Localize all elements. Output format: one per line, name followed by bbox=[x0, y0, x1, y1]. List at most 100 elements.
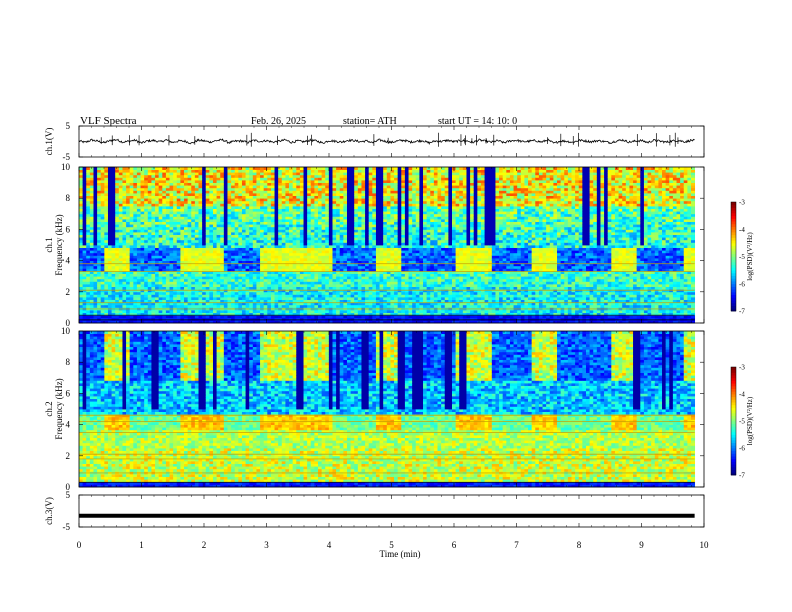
spectrogram-cell bbox=[307, 211, 311, 214]
spectrogram-cell bbox=[159, 214, 163, 217]
spectrogram-cell bbox=[162, 222, 166, 225]
spectrogram-cell bbox=[213, 170, 217, 173]
spectrogram-cell bbox=[329, 266, 333, 269]
spectrogram-cell bbox=[97, 177, 101, 180]
spectrogram-cell bbox=[133, 229, 137, 232]
spectrogram-cell bbox=[304, 201, 308, 204]
spectrogram-cell bbox=[249, 177, 253, 180]
spectrogram-cell bbox=[271, 242, 275, 245]
spectrogram-cell bbox=[155, 185, 159, 188]
spectrogram-cell bbox=[133, 222, 137, 225]
spectrogram-cell bbox=[122, 222, 126, 225]
spectrogram-cell bbox=[307, 245, 311, 248]
spectrogram-cell bbox=[365, 276, 369, 279]
spectrogram-cell bbox=[354, 261, 358, 264]
spectrogram-cell bbox=[296, 211, 300, 214]
spectrogram-cell bbox=[285, 287, 289, 290]
spectrogram-cell bbox=[347, 250, 351, 253]
spectrogram-cells bbox=[79, 167, 695, 323]
spectrogram-cell bbox=[231, 201, 235, 204]
spectrogram-cell bbox=[296, 167, 300, 170]
spectrogram-cell bbox=[238, 216, 242, 219]
spectrogram-cell bbox=[351, 310, 355, 313]
spectrogram-cell bbox=[285, 203, 289, 206]
spectrogram-cell bbox=[97, 253, 101, 256]
spectrogram-cell bbox=[296, 297, 300, 300]
spectrogram-cell bbox=[137, 183, 141, 186]
spectrogram-cell bbox=[112, 248, 116, 251]
spectrogram-cell bbox=[180, 190, 184, 193]
spectrogram-cell bbox=[93, 274, 97, 277]
spectrogram-cell bbox=[155, 237, 159, 240]
spectrogram-cell bbox=[217, 196, 221, 199]
spectrogram-cell bbox=[246, 255, 250, 258]
spectrogram-cell bbox=[115, 276, 119, 279]
spectrogram-cell bbox=[133, 255, 137, 258]
spectrogram-cell bbox=[170, 203, 174, 206]
spectrogram-cell bbox=[199, 287, 203, 290]
spectrogram-cell bbox=[347, 281, 351, 284]
spectrogram-cell bbox=[336, 310, 340, 313]
spectrogram-cell bbox=[180, 198, 184, 201]
spectrogram-cell bbox=[162, 193, 166, 196]
spectrogram-cell bbox=[126, 219, 130, 222]
spectrogram-cell bbox=[151, 289, 155, 292]
spectrogram-cell bbox=[213, 229, 217, 232]
spectrogram-cell bbox=[213, 266, 217, 269]
spectrogram-cell bbox=[90, 258, 94, 261]
spectrogram-cell bbox=[148, 297, 152, 300]
spectrogram-cell bbox=[293, 198, 297, 201]
spectrogram-cell bbox=[318, 300, 322, 303]
spectrogram-cell bbox=[191, 190, 195, 193]
spectrogram-cell bbox=[235, 297, 239, 300]
spectrogram-cell bbox=[293, 214, 297, 217]
spectrogram-cell bbox=[115, 167, 119, 170]
spectrogram-cell bbox=[170, 242, 174, 245]
spectrogram-cell bbox=[112, 266, 116, 269]
spectrogram-cell bbox=[101, 177, 105, 180]
spectrogram-cell bbox=[289, 258, 293, 261]
spectrogram-cell bbox=[358, 214, 362, 217]
spectrogram-cell bbox=[133, 253, 137, 256]
spectrogram-cell bbox=[314, 227, 318, 230]
spectrogram-cell bbox=[104, 258, 108, 261]
spectrogram-cell bbox=[101, 245, 105, 248]
spectrogram-cell bbox=[260, 245, 264, 248]
spectrogram-cell bbox=[300, 219, 304, 222]
spectrogram-cell bbox=[238, 310, 242, 313]
spectrogram-cell bbox=[354, 294, 358, 297]
spectrogram-cell bbox=[311, 201, 315, 204]
spectrogram-cell bbox=[289, 248, 293, 251]
spectrogram-cell bbox=[119, 172, 123, 175]
spectrogram-cell bbox=[93, 284, 97, 287]
spectrogram-cell bbox=[271, 276, 275, 279]
spectrogram-cell bbox=[296, 203, 300, 206]
spectrogram-cell bbox=[199, 193, 203, 196]
spectrogram-cell bbox=[256, 172, 260, 175]
spectrogram-cell bbox=[314, 196, 318, 199]
spectrogram-cell bbox=[300, 229, 304, 232]
spectrogram-cell bbox=[235, 216, 239, 219]
spectrogram-cell bbox=[351, 248, 355, 251]
spectrogram-cell bbox=[289, 172, 293, 175]
spectrogram-cell bbox=[361, 196, 365, 199]
spectrogram-cell bbox=[195, 227, 199, 230]
spectrogram-cell bbox=[209, 240, 213, 243]
spectrogram-cell bbox=[264, 193, 268, 196]
spectrogram-cell bbox=[361, 255, 365, 258]
spectrogram-cell bbox=[264, 235, 268, 238]
spectrogram-cell bbox=[83, 261, 87, 264]
spectrogram-cell bbox=[238, 214, 242, 217]
spectrogram-cell bbox=[122, 203, 126, 206]
spectrogram-cell bbox=[336, 206, 340, 209]
spectrogram-cell bbox=[119, 224, 123, 227]
spectrogram-cell bbox=[126, 170, 130, 173]
spectrogram-cell bbox=[336, 268, 340, 271]
spectrogram-cell bbox=[199, 305, 203, 308]
spectrogram-cell bbox=[133, 235, 137, 238]
spectrogram-cell bbox=[318, 253, 322, 256]
spectrogram-cell bbox=[336, 289, 340, 292]
spectrogram-cell bbox=[155, 222, 159, 225]
spectrogram-cell bbox=[162, 318, 166, 321]
spectrogram-cell bbox=[151, 201, 155, 204]
